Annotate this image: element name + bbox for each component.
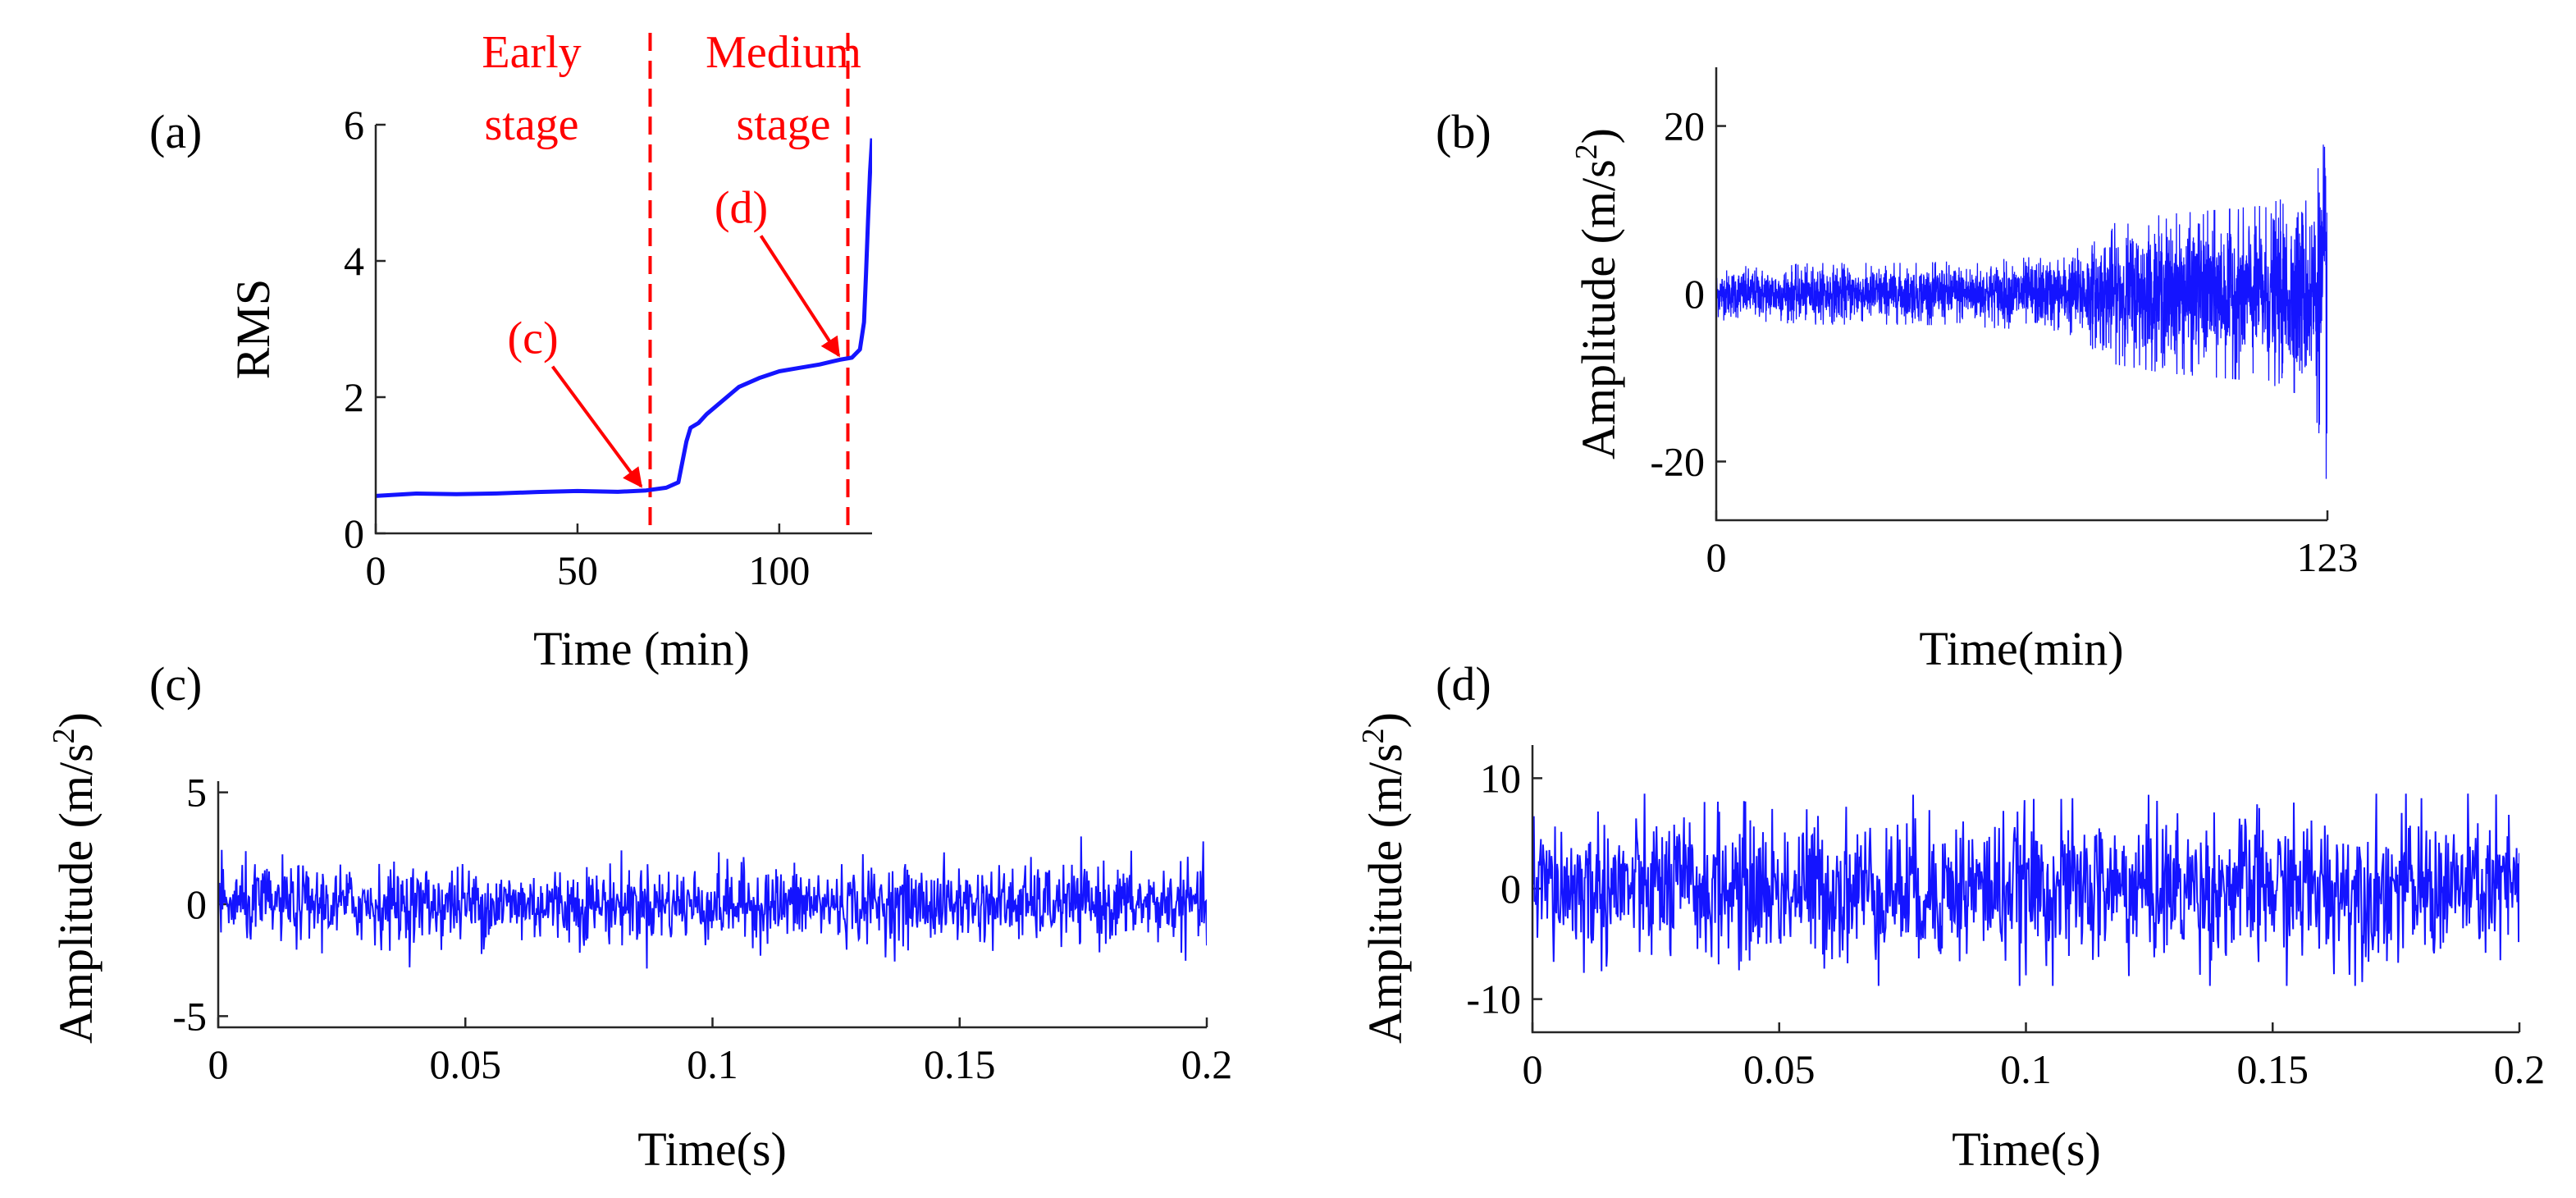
panel-b-xlabel: Time(min): [1919, 622, 2123, 675]
panel-a-ticks: 0 50 100 0 2 4 6: [344, 102, 810, 593]
c-ytick-label: -5: [172, 993, 207, 1039]
panel-d-ylabel-main: Amplitude (m/s: [1359, 743, 1412, 1044]
stage-medium-line1: Medium: [706, 27, 861, 78]
panel-c-ylabel-main: Amplitude (m/s: [49, 743, 103, 1044]
panel-b-ylabel: Amplitude (m/s2): [1569, 128, 1625, 460]
b-ytick-label: 0: [1684, 271, 1705, 317]
d-xtick-label: 0.1: [2000, 1046, 2052, 1092]
panel-b-ylabel-sup: 2: [1569, 144, 1604, 159]
stage-medium-line2: stage: [736, 99, 830, 150]
panel-c-ticks: 0 0.05 0.1 0.15 0.2-505: [172, 770, 1232, 1087]
a-ytick-label: 2: [344, 374, 364, 420]
c-ytick-label: 5: [186, 770, 207, 816]
panel-d-axes: [1531, 745, 2519, 1034]
panel-b-label: (b): [1436, 105, 1491, 158]
panel-b-axes: [1715, 67, 2327, 522]
d-ytick-label: -10: [1466, 976, 1521, 1022]
panel-d-ylabel-sup: 2: [1356, 728, 1391, 743]
panel-d-ylabel-close: ): [1359, 712, 1412, 728]
panel-c-axes: [217, 781, 1207, 1029]
stage-early-line2: stage: [484, 99, 578, 150]
d-ytick-label: 0: [1500, 866, 1521, 912]
b-xtick-label: 123: [2297, 534, 2359, 580]
a-xtick-label: 50: [557, 547, 598, 593]
c-xtick-label: 0.05: [430, 1041, 502, 1087]
panel-a-ylabel: RMS: [226, 279, 280, 380]
b-ytick-label: -20: [1650, 438, 1705, 484]
panel-b-ylabel-close: ): [1572, 128, 1625, 144]
panel-d-label: (d): [1436, 657, 1491, 711]
panel-a-stage-labels: Early stage Medium stage: [482, 27, 861, 150]
annotation-label: (d): [715, 182, 768, 233]
c-xtick-label: 0: [208, 1041, 229, 1087]
b-xtick-label: 0: [1706, 534, 1727, 580]
d-xtick-label: 0.05: [1743, 1046, 1816, 1092]
a-xtick-label: 0: [366, 547, 386, 593]
annotation-arrow: [550, 365, 643, 488]
a-ytick-label: 4: [344, 238, 364, 284]
b-ytick-label: 20: [1664, 103, 1705, 149]
a-xtick-label: 100: [748, 547, 810, 593]
panel-b-ylabel-main: Amplitude (m/s: [1572, 159, 1625, 460]
panel-a-annotations: (c) (d): [507, 182, 841, 488]
panel-a-xlabel: Time (min): [533, 622, 750, 675]
vibration-signal-full: [1716, 144, 2327, 479]
panel-b-ticks: 0 123 -20 0 20: [1650, 103, 2358, 580]
panel-a-axes: [374, 125, 872, 535]
panel-c: (c) 0 0.05 0.1 0.15 0.2-505 Time(s) Amplitud…: [47, 657, 1232, 1176]
c-ytick-label: 0: [186, 881, 207, 927]
d-xtick-label: 0.15: [2237, 1046, 2309, 1092]
panel-c-label: (c): [149, 657, 202, 711]
panel-d-xlabel: Time(s): [1952, 1123, 2101, 1176]
c-xtick-label: 0.2: [1181, 1041, 1233, 1087]
vibration-signal-early: [218, 836, 1207, 969]
panel-a: (a) Early stage Medium stage 0 50 1000246 …: [149, 27, 872, 675]
panel-c-xlabel: Time(s): [637, 1123, 787, 1176]
panel-c-ylabel: Amplitude (m/s2): [47, 712, 103, 1044]
c-xtick-label: 0.15: [924, 1041, 996, 1087]
annotation-label: (c): [507, 313, 558, 364]
d-ytick-label: 10: [1480, 755, 1521, 801]
panel-b: (b) 0 123 -20 0 20 Time(min) Amplitude (m/s2…: [1436, 67, 2359, 675]
panel-c-ylabel-close: ): [49, 712, 103, 728]
rms-line: [376, 138, 872, 498]
d-xtick-label: 0.2: [2494, 1046, 2546, 1092]
panel-a-label: (a): [149, 105, 202, 158]
a-ytick-label: 6: [344, 102, 364, 148]
stage-early-line1: Early: [482, 27, 581, 78]
d-xtick-label: 0: [1523, 1046, 1543, 1092]
c-xtick-label: 0.1: [687, 1041, 738, 1087]
annotation-arrow: [759, 235, 841, 358]
vibration-signal-medium: [1532, 793, 2519, 986]
panel-c-ylabel-sup: 2: [47, 728, 81, 743]
a-ytick-label: 0: [344, 510, 364, 556]
panel-d-ylabel: Amplitude (m/s2): [1356, 712, 1412, 1044]
